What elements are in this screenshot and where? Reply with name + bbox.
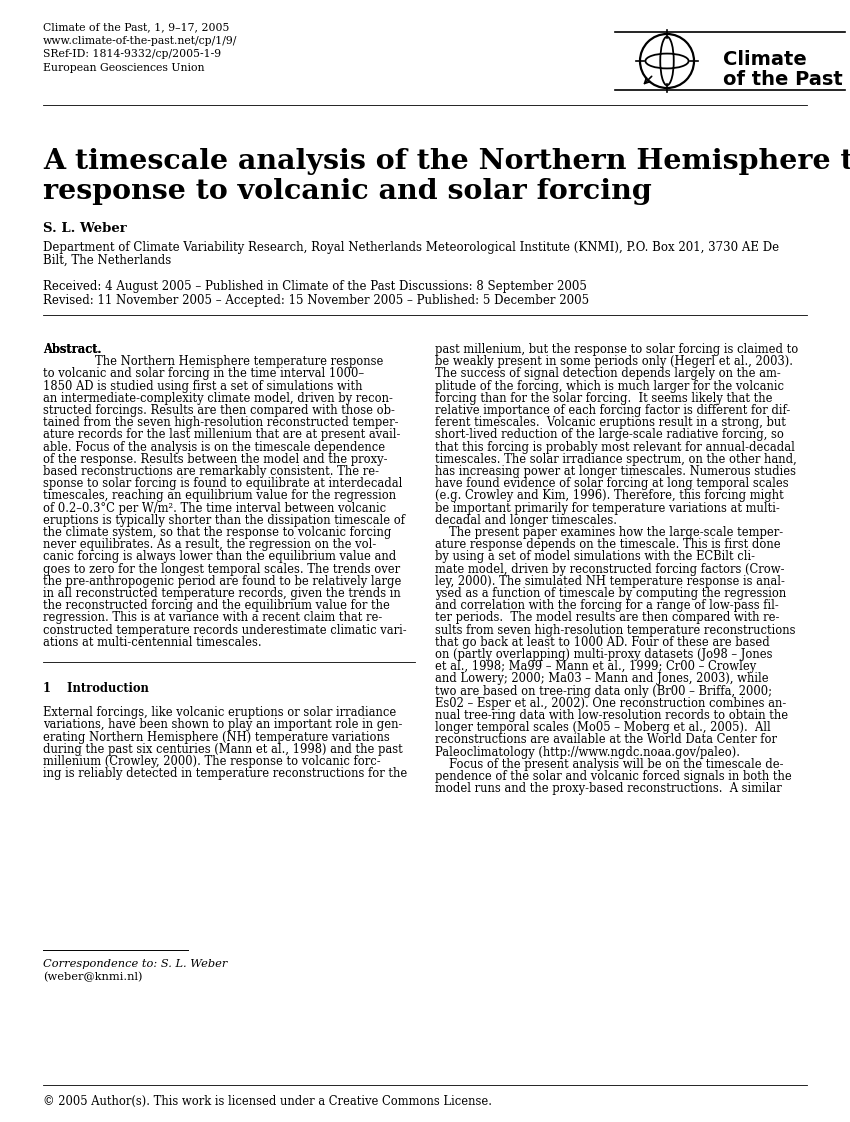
Text: 1    Introduction: 1 Introduction: [43, 682, 149, 695]
Text: canic forcing is always lower than the equilibrium value and: canic forcing is always lower than the e…: [43, 551, 396, 563]
Text: Climate: Climate: [723, 50, 807, 68]
Text: based reconstructions are remarkably consistent. The re-: based reconstructions are remarkably con…: [43, 465, 379, 478]
Text: the climate system, so that the response to volcanic forcing: the climate system, so that the response…: [43, 526, 391, 539]
Text: of the Past: of the Past: [723, 70, 842, 89]
Text: Department of Climate Variability Research, Royal Netherlands Meteorological Ins: Department of Climate Variability Resear…: [43, 241, 779, 254]
Text: sults from seven high-resolution temperature reconstructions: sults from seven high-resolution tempera…: [435, 624, 796, 636]
Text: sponse to solar forcing is found to equilibrate at interdecadal: sponse to solar forcing is found to equi…: [43, 477, 402, 490]
Text: The present paper examines how the large-scale temper-: The present paper examines how the large…: [449, 526, 783, 539]
Text: Abstract.: Abstract.: [43, 343, 101, 356]
Text: ley, 2000). The simulated NH temperature response is anal-: ley, 2000). The simulated NH temperature…: [435, 574, 785, 588]
Text: ations at multi-centennial timescales.: ations at multi-centennial timescales.: [43, 636, 262, 649]
Text: (e.g. Crowley and Kim, 1996). Therefore, this forcing might: (e.g. Crowley and Kim, 1996). Therefore,…: [435, 489, 784, 503]
Text: ferent timescales.  Volcanic eruptions result in a strong, but: ferent timescales. Volcanic eruptions re…: [435, 416, 786, 430]
Text: ature response depends on the timescale. This is first done: ature response depends on the timescale.…: [435, 539, 780, 551]
Text: on (partly overlapping) multi-proxy datasets (Jo98 – Jones: on (partly overlapping) multi-proxy data…: [435, 649, 773, 661]
Text: (weber@knmi.nl): (weber@knmi.nl): [43, 972, 143, 983]
Text: A timescale analysis of the Northern Hemisphere temperature: A timescale analysis of the Northern Hem…: [43, 148, 850, 175]
Text: during the past six centuries (Mann et al., 1998) and the past: during the past six centuries (Mann et a…: [43, 743, 403, 756]
Text: timescales. The solar irradiance spectrum, on the other hand,: timescales. The solar irradiance spectru…: [435, 453, 796, 466]
Text: have found evidence of solar forcing at long temporal scales: have found evidence of solar forcing at …: [435, 477, 789, 490]
Text: et al., 1998; Ma99 – Mann et al., 1999; Cr00 – Crowley: et al., 1998; Ma99 – Mann et al., 1999; …: [435, 660, 756, 673]
Text: the pre-anthropogenic period are found to be relatively large: the pre-anthropogenic period are found t…: [43, 574, 401, 588]
Text: Climate of the Past, 1, 9–17, 2005: Climate of the Past, 1, 9–17, 2005: [43, 22, 230, 33]
Text: Focus of the present analysis will be on the timescale de-: Focus of the present analysis will be on…: [449, 757, 784, 771]
Text: reconstructions are available at the World Data Center for: reconstructions are available at the Wor…: [435, 734, 777, 746]
Text: Abstract.: Abstract.: [43, 343, 101, 356]
Text: be important primarily for temperature variations at multi-: be important primarily for temperature v…: [435, 502, 779, 515]
Text: relative importance of each forcing factor is different for dif-: relative importance of each forcing fact…: [435, 404, 790, 417]
Text: tained from the seven high-resolution reconstructed temper-: tained from the seven high-resolution re…: [43, 416, 399, 430]
Text: regression. This is at variance with a recent claim that re-: regression. This is at variance with a r…: [43, 611, 382, 625]
Text: longer temporal scales (Mo05 – Moberg et al., 2005).  All: longer temporal scales (Mo05 – Moberg et…: [435, 721, 771, 734]
Text: nual tree-ring data with low-resolution records to obtain the: nual tree-ring data with low-resolution …: [435, 709, 788, 721]
Text: short-lived reduction of the large-scale radiative forcing, so: short-lived reduction of the large-scale…: [435, 429, 784, 441]
Text: External forcings, like volcanic eruptions or solar irradiance: External forcings, like volcanic eruptio…: [43, 706, 396, 719]
Text: plitude of the forcing, which is much larger for the volcanic: plitude of the forcing, which is much la…: [435, 379, 784, 393]
Text: and correlation with the forcing for a range of low-pass fil-: and correlation with the forcing for a r…: [435, 599, 779, 613]
Text: mate model, driven by reconstructed forcing factors (Crow-: mate model, driven by reconstructed forc…: [435, 562, 785, 576]
Text: variations, have been shown to play an important role in gen-: variations, have been shown to play an i…: [43, 718, 402, 732]
Text: www.climate-of-the-past.net/cp/1/9/: www.climate-of-the-past.net/cp/1/9/: [43, 36, 237, 46]
Text: pendence of the solar and volcanic forced signals in both the: pendence of the solar and volcanic force…: [435, 770, 791, 783]
Text: 1850 AD is studied using first a set of simulations with: 1850 AD is studied using first a set of …: [43, 379, 362, 393]
Text: timescales, reaching an equilibrium value for the regression: timescales, reaching an equilibrium valu…: [43, 489, 396, 503]
Text: an intermediate-complexity climate model, driven by recon-: an intermediate-complexity climate model…: [43, 392, 393, 405]
Text: Es02 – Esper et al., 2002). One reconstruction combines an-: Es02 – Esper et al., 2002). One reconstr…: [435, 697, 786, 710]
Text: forcing than for the solar forcing.  It seems likely that the: forcing than for the solar forcing. It s…: [435, 392, 773, 405]
Text: European Geosciences Union: European Geosciences Union: [43, 63, 205, 73]
Text: ter periods.  The model results are then compared with re-: ter periods. The model results are then …: [435, 611, 779, 625]
Text: millenium (Crowley, 2000). The response to volcanic forc-: millenium (Crowley, 2000). The response …: [43, 755, 381, 767]
Text: the reconstructed forcing and the equilibrium value for the: the reconstructed forcing and the equili…: [43, 599, 390, 613]
Text: The Northern Hemisphere temperature response: The Northern Hemisphere temperature resp…: [95, 356, 383, 368]
Text: The success of signal detection depends largely on the am-: The success of signal detection depends …: [435, 367, 781, 380]
Text: eruptions is typically shorter than the dissipation timescale of: eruptions is typically shorter than the …: [43, 514, 405, 527]
Text: Correspondence to: S. L. Weber: Correspondence to: S. L. Weber: [43, 959, 227, 969]
Text: has increasing power at longer timescales. Numerous studies: has increasing power at longer timescale…: [435, 465, 796, 478]
Text: in all reconstructed temperature records, given the trends in: in all reconstructed temperature records…: [43, 587, 400, 600]
Text: erating Northern Hemisphere (NH) temperature variations: erating Northern Hemisphere (NH) tempera…: [43, 730, 390, 744]
Text: © 2005 Author(s). This work is licensed under a Creative Commons License.: © 2005 Author(s). This work is licensed …: [43, 1095, 492, 1109]
Text: Received: 4 August 2005 – Published in Climate of the Past Discussions: 8 Septem: Received: 4 August 2005 – Published in C…: [43, 280, 586, 293]
Text: of 0.2–0.3°C per W/m². The time interval between volcanic: of 0.2–0.3°C per W/m². The time interval…: [43, 502, 386, 515]
Text: be weakly present in some periods only (Hegerl et al., 2003).: be weakly present in some periods only (…: [435, 356, 793, 368]
Text: SRef-ID: 1814-9332/cp/2005-1-9: SRef-ID: 1814-9332/cp/2005-1-9: [43, 49, 221, 59]
Text: by using a set of model simulations with the ECBilt cli-: by using a set of model simulations with…: [435, 551, 755, 563]
Text: ature records for the last millenium that are at present avail-: ature records for the last millenium tha…: [43, 429, 400, 441]
Text: that go back at least to 1000 AD. Four of these are based: that go back at least to 1000 AD. Four o…: [435, 636, 770, 649]
Text: to volcanic and solar forcing in the time interval 1000–: to volcanic and solar forcing in the tim…: [43, 367, 364, 380]
Text: constructed temperature records underestimate climatic vari-: constructed temperature records underest…: [43, 624, 406, 636]
Text: Bilt, The Netherlands: Bilt, The Netherlands: [43, 254, 171, 267]
Text: and Lowery; 2000; Ma03 – Mann and Jones, 2003), while: and Lowery; 2000; Ma03 – Mann and Jones,…: [435, 672, 768, 686]
Text: past millenium, but the response to solar forcing is claimed to: past millenium, but the response to sola…: [435, 343, 798, 356]
Text: structed forcings. Results are then compared with those ob-: structed forcings. Results are then comp…: [43, 404, 395, 417]
Text: S. L. Weber: S. L. Weber: [43, 222, 127, 234]
Text: able. Focus of the analysis is on the timescale dependence: able. Focus of the analysis is on the ti…: [43, 441, 385, 453]
Text: ing is reliably detected in temperature reconstructions for the: ing is reliably detected in temperature …: [43, 767, 407, 780]
Text: Revised: 11 November 2005 – Accepted: 15 November 2005 – Published: 5 December 2: Revised: 11 November 2005 – Accepted: 15…: [43, 294, 589, 306]
Text: response to volcanic and solar forcing: response to volcanic and solar forcing: [43, 178, 652, 205]
Text: ysed as a function of timescale by computing the regression: ysed as a function of timescale by compu…: [435, 587, 786, 600]
Text: model runs and the proxy-based reconstructions.  A similar: model runs and the proxy-based reconstru…: [435, 782, 782, 795]
Text: goes to zero for the longest temporal scales. The trends over: goes to zero for the longest temporal sc…: [43, 562, 400, 576]
Text: two are based on tree-ring data only (Br00 – Briffa, 2000;: two are based on tree-ring data only (Br…: [435, 684, 772, 698]
Text: Paleoclimatology (http://www.ngdc.noaa.gov/paleo).: Paleoclimatology (http://www.ngdc.noaa.g…: [435, 746, 740, 758]
Text: decadal and longer timescales.: decadal and longer timescales.: [435, 514, 617, 527]
Text: of the response. Results between the model and the proxy-: of the response. Results between the mod…: [43, 453, 388, 466]
Text: that this forcing is probably most relevant for annual-decadal: that this forcing is probably most relev…: [435, 441, 795, 453]
Text: never equilibrates. As a result, the regression on the vol-: never equilibrates. As a result, the reg…: [43, 539, 377, 551]
